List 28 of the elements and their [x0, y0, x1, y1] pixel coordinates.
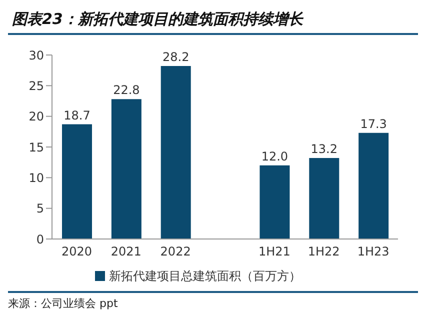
chart-title: 图表23：新拓代建项目的建筑面积持续增长	[8, 8, 418, 35]
y-tick-label: 20	[28, 110, 44, 124]
y-tick-label: 5	[36, 202, 44, 216]
legend-label: 新拓代建项目总建筑面积（百万方）	[109, 269, 301, 283]
data-label: 28.2	[162, 50, 190, 64]
x-tick-label: 1H22	[308, 244, 340, 259]
bar	[111, 99, 142, 239]
y-tick-label: 25	[28, 78, 44, 93]
bar	[62, 124, 92, 239]
x-tick-label: 2021	[110, 244, 142, 259]
y-tick-label: 30	[28, 48, 44, 62]
bar	[160, 66, 191, 239]
x-tick-label: 1H23	[357, 244, 390, 259]
bar	[358, 132, 389, 239]
data-label: 13.2	[310, 142, 338, 156]
x-tick-label: 1H21	[258, 244, 290, 259]
data-label: 12.0	[261, 149, 288, 164]
data-label: 22.8	[113, 83, 140, 98]
x-tick-label: 2020	[61, 244, 92, 259]
y-tick-label: 10	[28, 170, 44, 185]
bar	[260, 165, 290, 239]
source-note: 来源：公司业绩会 ppt	[8, 296, 119, 311]
data-label: 17.3	[360, 116, 387, 131]
bar	[309, 158, 340, 239]
y-tick-label: 0	[36, 232, 44, 246]
y-tick-label: 15	[28, 140, 44, 154]
x-tick-label: 2022	[160, 244, 191, 259]
data-label: 18.7	[64, 108, 90, 122]
